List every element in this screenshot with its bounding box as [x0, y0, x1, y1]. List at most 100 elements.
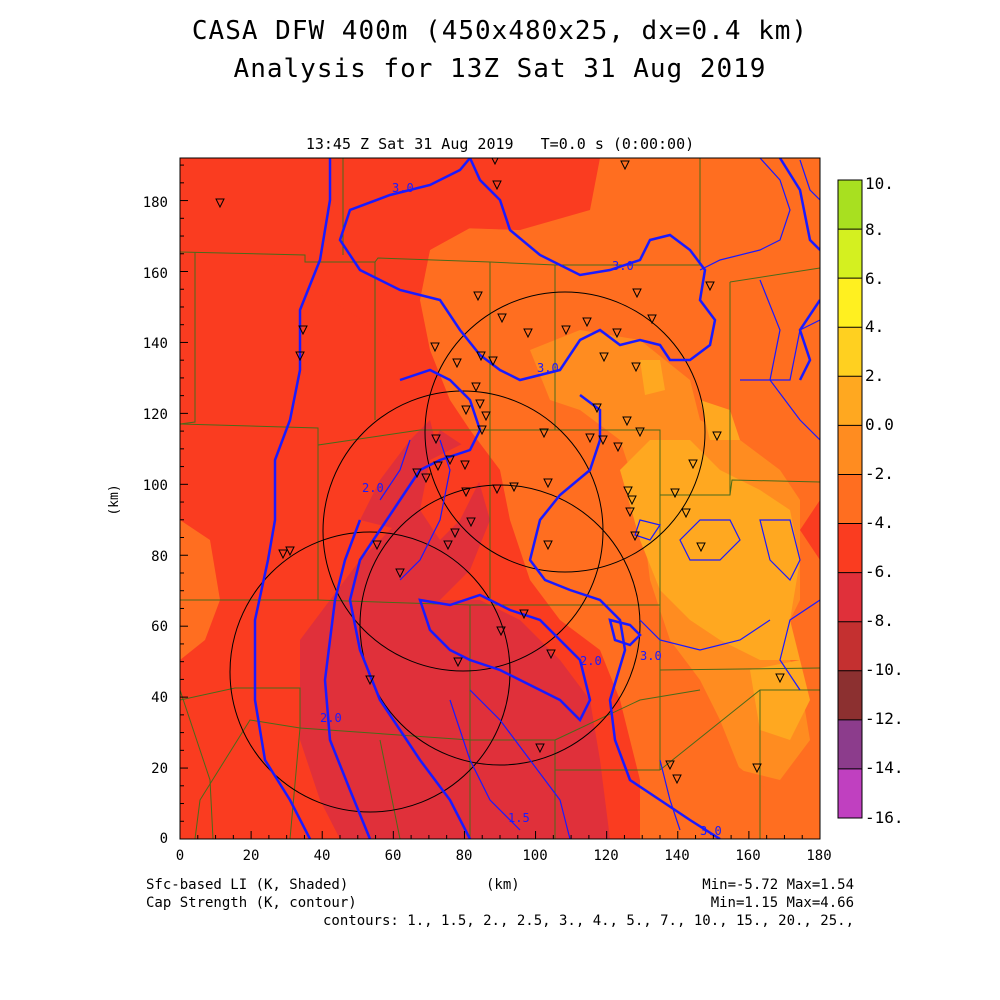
y-tick-label: 100	[143, 478, 168, 494]
station-marker	[775, 673, 785, 684]
station-marker	[471, 382, 481, 393]
station-marker	[372, 540, 382, 551]
colorbar-swatch	[838, 523, 862, 573]
colorbar-label: 2.	[865, 366, 884, 385]
station-marker	[295, 351, 305, 362]
colorbar-swatch	[838, 768, 862, 818]
station-marker	[491, 158, 499, 166]
x-axis-label: (km)	[486, 877, 520, 893]
colorbar-label: 0.0	[865, 415, 894, 434]
station-marker	[450, 528, 460, 539]
station-marker	[612, 328, 622, 339]
station-marker	[623, 486, 633, 497]
station-marker	[523, 328, 533, 339]
station-marker	[365, 675, 375, 686]
station-marker	[452, 358, 462, 369]
station-marker	[461, 487, 471, 498]
colorbar-label: 4.	[865, 317, 884, 336]
station-marker	[461, 405, 471, 416]
station-marker	[476, 351, 486, 362]
station-marker	[665, 760, 675, 771]
station-marker	[215, 198, 225, 209]
plot-subtitle: Analysis for 13Z Sat 31 Aug 2019	[233, 54, 767, 84]
legend-contour: Cap Strength (K, contour)	[146, 895, 357, 911]
colorbar-swatch	[838, 425, 862, 475]
station-marker	[670, 488, 680, 499]
contour-range: Min=1.15 Max=4.66	[710, 895, 854, 911]
station-marker	[681, 508, 691, 519]
shade-region-se	[620, 620, 820, 839]
station-marker	[395, 568, 405, 579]
x-tick-label: 60	[385, 848, 402, 864]
station-marker	[497, 313, 507, 324]
station-marker	[298, 325, 308, 336]
shade-region-nw	[180, 158, 600, 350]
station-marker	[412, 468, 422, 479]
y-tick-label: 120	[143, 407, 168, 423]
x-tick-label: 20	[243, 848, 260, 864]
contour-label: 2.0	[320, 711, 342, 725]
station-marker	[475, 399, 485, 410]
radar-ring-4	[229, 531, 511, 813]
contour-label: 3.0	[392, 181, 414, 195]
station-marker	[496, 626, 506, 637]
station-marker	[613, 442, 623, 453]
station-marker	[672, 774, 682, 785]
colorbar-label: -10.	[865, 660, 904, 679]
station-marker	[488, 356, 498, 367]
station-marker	[509, 482, 519, 493]
x-tick-labels: 0 20 40 60 80 100 120 140 160 180	[176, 848, 832, 864]
station-marker	[433, 461, 443, 472]
contour-levels: contours: 1., 1.5, 2., 2.5, 3., 4., 5., …	[322, 913, 854, 929]
x-tick-label: 140	[664, 848, 689, 864]
y-tick-labels: 0 20 40 60 80 100 120 140 160 180	[143, 195, 168, 847]
station-marker	[430, 342, 440, 353]
station-marker	[635, 427, 645, 438]
shaded-range: Min=-5.72 Max=1.54	[702, 877, 854, 893]
legend-shaded: Sfc-based LI (K, Shaded)	[146, 877, 349, 893]
station-marker	[278, 549, 288, 560]
y-axis-label: (km)	[107, 484, 122, 515]
y-tick-label: 180	[143, 195, 168, 211]
station-marker	[622, 416, 632, 427]
colorbar-labels: 10. 8. 6. 4. 2. 0.0 -2. -4. -6. -8. -10.…	[865, 174, 904, 827]
colorbar-swatch	[838, 572, 862, 622]
station-marker	[712, 431, 722, 442]
colorbar-label: -4.	[865, 513, 894, 532]
station-marker	[519, 609, 529, 620]
colorbar-label: -8.	[865, 611, 894, 630]
shade-region-w	[180, 520, 220, 660]
station-marker	[620, 160, 630, 171]
contour-labels: 3.0 3.0 3.0 2.0 2.0 2.0 3.0 1.5 3.0	[320, 181, 722, 838]
colorbar-swatch	[838, 474, 862, 524]
valid-time: 13:45 Z Sat 31 Aug 2019 T=0.0 s (0:00:00…	[305, 135, 695, 153]
contour-label: 2.0	[362, 481, 384, 495]
station-marker	[543, 540, 553, 551]
contour-label: 3.0	[700, 824, 722, 838]
x-tick-label: 40	[314, 848, 331, 864]
y-tick-label: 140	[143, 336, 168, 352]
station-marker	[443, 540, 453, 551]
x-tick-label: 180	[806, 848, 831, 864]
contour-label: 1.5	[508, 811, 530, 825]
colorbar-swatch	[838, 719, 862, 769]
radar-ring-2	[322, 390, 604, 672]
station-marker	[466, 517, 476, 528]
colorbar-label: -14.	[865, 758, 904, 777]
y-tick-label: 40	[151, 690, 168, 706]
station-marker	[705, 281, 715, 292]
x-tick-label: 100	[522, 848, 547, 864]
colorbar-label: 8.	[865, 220, 884, 239]
colorbar-label: -2.	[865, 464, 894, 483]
station-marker	[285, 546, 295, 557]
y-tick-label: 60	[151, 619, 168, 635]
colorbar	[838, 180, 862, 818]
station-marker	[631, 362, 641, 373]
station-marker	[535, 743, 545, 754]
x-tick-label: 120	[593, 848, 618, 864]
y-tick-label: 20	[151, 761, 168, 777]
county-lines	[180, 158, 820, 839]
colorbar-frame	[837, 179, 863, 819]
colorbar-label: 6.	[865, 269, 884, 288]
